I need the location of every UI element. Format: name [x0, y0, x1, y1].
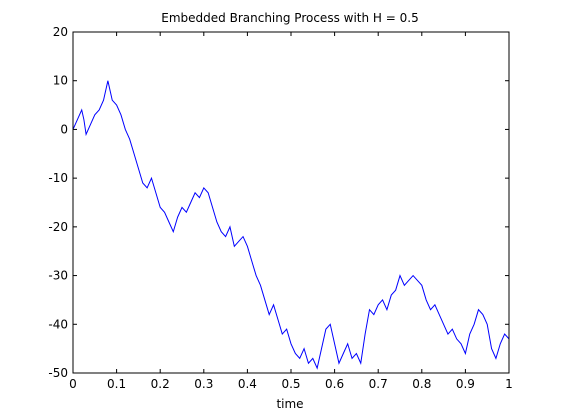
chart-title: Embedded Branching Process with H = 0.5: [161, 11, 418, 25]
x-axis: 0 0.1 0.2 0.3 0.4 0.5 0.6 0.7 0.8 0.9 1: [69, 32, 513, 391]
x-tick-label: 0.4: [238, 377, 257, 391]
x-tick-label: 0.1: [107, 377, 126, 391]
plot-area: [73, 32, 509, 373]
x-tick-label: 0.6: [325, 377, 344, 391]
y-tick-label: 20: [53, 25, 68, 39]
series-line: [72, 80, 510, 370]
y-tick-label: 10: [53, 74, 68, 88]
x-axis-label: time: [276, 397, 303, 411]
x-tick-label: 0.2: [151, 377, 170, 391]
x-tick-label: 0.3: [194, 377, 213, 391]
y-tick-label: -10: [48, 171, 68, 185]
x-tick-label: 1: [505, 377, 513, 391]
y-tick-label: -20: [48, 220, 68, 234]
y-tick-label: -30: [48, 269, 68, 283]
x-tick-label: 0.7: [369, 377, 388, 391]
y-axis: 20 10 0 -10 -20 -30 -40 -50: [48, 25, 509, 380]
y-tick-label: 0: [60, 122, 68, 136]
x-tick-label: 0.9: [456, 377, 475, 391]
x-tick-label: 0: [69, 377, 77, 391]
x-tick-label: 0.8: [412, 377, 431, 391]
x-tick-label: 0.5: [281, 377, 300, 391]
y-tick-label: -50: [48, 366, 68, 380]
y-tick-label: -40: [48, 317, 68, 331]
